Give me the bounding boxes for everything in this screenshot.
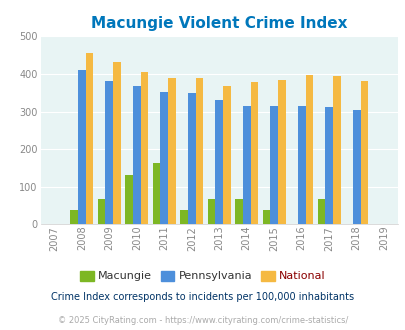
Bar [332,76,340,224]
Bar [317,199,324,224]
Text: © 2025 CityRating.com - https://www.cityrating.com/crime-statistics/: © 2025 CityRating.com - https://www.city… [58,316,347,325]
Bar [78,70,85,224]
Bar [125,176,132,224]
Bar [207,199,215,224]
Bar [70,211,78,224]
Bar [324,107,332,224]
Bar [140,72,148,224]
Bar [195,79,203,224]
Bar [98,199,105,224]
Text: Crime Index corresponds to incidents per 100,000 inhabitants: Crime Index corresponds to incidents per… [51,292,354,302]
Bar [85,53,93,224]
Bar [160,92,168,224]
Title: Macungie Violent Crime Index: Macungie Violent Crime Index [91,16,347,31]
Bar [215,100,222,224]
Bar [152,163,160,224]
Legend: Macungie, Pennsylvania, National: Macungie, Pennsylvania, National [76,266,329,286]
Bar [360,82,367,224]
Bar [242,106,250,224]
Bar [188,93,195,224]
Bar [297,106,305,224]
Bar [270,106,277,224]
Bar [132,86,140,224]
Bar [168,79,175,224]
Bar [222,86,230,224]
Bar [262,211,270,224]
Bar [234,199,242,224]
Bar [305,75,313,224]
Bar [277,80,285,224]
Bar [180,211,188,224]
Bar [113,62,121,224]
Bar [250,82,258,224]
Bar [105,82,113,224]
Bar [352,110,360,224]
